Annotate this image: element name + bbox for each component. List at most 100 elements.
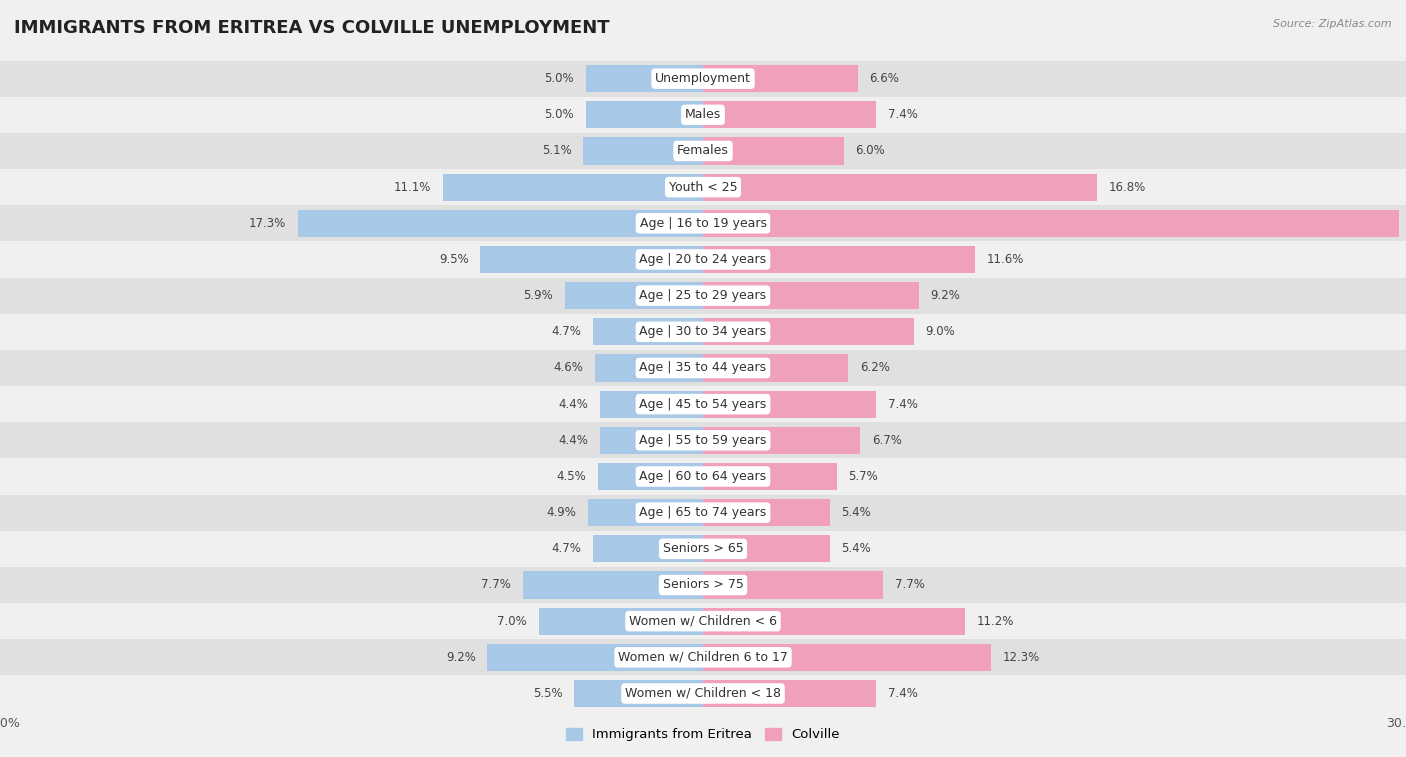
Text: 6.6%: 6.6%: [869, 72, 900, 85]
Text: 4.4%: 4.4%: [558, 397, 588, 410]
Bar: [583, 138, 703, 164]
Bar: [0, 205, 1406, 241]
Bar: [598, 463, 703, 490]
Text: Age | 20 to 24 years: Age | 20 to 24 years: [640, 253, 766, 266]
Bar: [703, 65, 858, 92]
Bar: [0, 61, 1406, 97]
Text: 12.3%: 12.3%: [1002, 651, 1040, 664]
Bar: [0, 386, 1406, 422]
Text: Seniors > 65: Seniors > 65: [662, 542, 744, 556]
Text: 7.7%: 7.7%: [896, 578, 925, 591]
Text: 4.9%: 4.9%: [547, 506, 576, 519]
Text: 5.0%: 5.0%: [544, 72, 574, 85]
Text: 7.4%: 7.4%: [889, 108, 918, 121]
Text: Age | 35 to 44 years: Age | 35 to 44 years: [640, 362, 766, 375]
Bar: [703, 643, 991, 671]
Text: 7.7%: 7.7%: [481, 578, 510, 591]
Text: 9.2%: 9.2%: [931, 289, 960, 302]
Text: 4.4%: 4.4%: [558, 434, 588, 447]
Bar: [703, 210, 1399, 237]
Bar: [703, 680, 876, 707]
Text: 5.4%: 5.4%: [841, 542, 870, 556]
Text: 5.4%: 5.4%: [841, 506, 870, 519]
Text: 5.7%: 5.7%: [848, 470, 877, 483]
Bar: [600, 391, 703, 418]
Text: Females: Females: [678, 145, 728, 157]
Text: Seniors > 75: Seniors > 75: [662, 578, 744, 591]
Bar: [586, 65, 703, 92]
Bar: [703, 391, 876, 418]
Bar: [703, 354, 848, 382]
Bar: [703, 318, 914, 345]
Bar: [703, 608, 966, 634]
Text: Age | 60 to 64 years: Age | 60 to 64 years: [640, 470, 766, 483]
Text: 5.5%: 5.5%: [533, 687, 562, 700]
Bar: [0, 278, 1406, 313]
Bar: [538, 608, 703, 634]
Bar: [703, 499, 830, 526]
Bar: [0, 313, 1406, 350]
Bar: [593, 535, 703, 562]
Bar: [0, 567, 1406, 603]
Bar: [703, 427, 860, 454]
Text: 5.0%: 5.0%: [544, 108, 574, 121]
Text: Age | 65 to 74 years: Age | 65 to 74 years: [640, 506, 766, 519]
Text: Women w/ Children < 6: Women w/ Children < 6: [628, 615, 778, 628]
Bar: [0, 169, 1406, 205]
Text: Age | 16 to 19 years: Age | 16 to 19 years: [640, 217, 766, 230]
Bar: [0, 241, 1406, 278]
Text: Age | 45 to 54 years: Age | 45 to 54 years: [640, 397, 766, 410]
Bar: [703, 246, 974, 273]
Legend: Immigrants from Eritrea, Colville: Immigrants from Eritrea, Colville: [561, 723, 845, 746]
Bar: [0, 531, 1406, 567]
Bar: [0, 350, 1406, 386]
Bar: [0, 675, 1406, 712]
Bar: [0, 603, 1406, 639]
Bar: [298, 210, 703, 237]
Text: 9.0%: 9.0%: [925, 326, 955, 338]
Text: Age | 30 to 34 years: Age | 30 to 34 years: [640, 326, 766, 338]
Text: Women w/ Children 6 to 17: Women w/ Children 6 to 17: [619, 651, 787, 664]
Text: 6.7%: 6.7%: [872, 434, 901, 447]
Bar: [703, 463, 837, 490]
Text: 11.6%: 11.6%: [987, 253, 1024, 266]
Bar: [703, 138, 844, 164]
Text: Women w/ Children < 18: Women w/ Children < 18: [626, 687, 780, 700]
Text: 7.4%: 7.4%: [889, 397, 918, 410]
Text: Youth < 25: Youth < 25: [669, 181, 737, 194]
Text: 4.5%: 4.5%: [557, 470, 586, 483]
Bar: [0, 422, 1406, 459]
Bar: [703, 282, 918, 309]
Text: 7.0%: 7.0%: [498, 615, 527, 628]
Bar: [586, 101, 703, 129]
Text: 7.4%: 7.4%: [889, 687, 918, 700]
Text: 6.2%: 6.2%: [860, 362, 890, 375]
Text: 9.2%: 9.2%: [446, 651, 475, 664]
Bar: [595, 354, 703, 382]
Text: IMMIGRANTS FROM ERITREA VS COLVILLE UNEMPLOYMENT: IMMIGRANTS FROM ERITREA VS COLVILLE UNEM…: [14, 19, 610, 37]
Bar: [481, 246, 703, 273]
Text: 9.5%: 9.5%: [439, 253, 468, 266]
Bar: [0, 639, 1406, 675]
Bar: [588, 499, 703, 526]
Bar: [0, 459, 1406, 494]
Text: Unemployment: Unemployment: [655, 72, 751, 85]
Text: 5.9%: 5.9%: [523, 289, 553, 302]
Bar: [703, 572, 883, 599]
Text: 11.1%: 11.1%: [394, 181, 432, 194]
Text: Age | 25 to 29 years: Age | 25 to 29 years: [640, 289, 766, 302]
Bar: [443, 173, 703, 201]
Bar: [703, 535, 830, 562]
Text: Age | 55 to 59 years: Age | 55 to 59 years: [640, 434, 766, 447]
Text: 11.2%: 11.2%: [977, 615, 1015, 628]
Bar: [574, 680, 703, 707]
Text: 4.7%: 4.7%: [551, 326, 581, 338]
Bar: [0, 494, 1406, 531]
Text: Males: Males: [685, 108, 721, 121]
Bar: [565, 282, 703, 309]
Text: 17.3%: 17.3%: [249, 217, 285, 230]
Bar: [0, 97, 1406, 133]
Bar: [488, 643, 703, 671]
Text: 4.6%: 4.6%: [554, 362, 583, 375]
Bar: [703, 101, 876, 129]
